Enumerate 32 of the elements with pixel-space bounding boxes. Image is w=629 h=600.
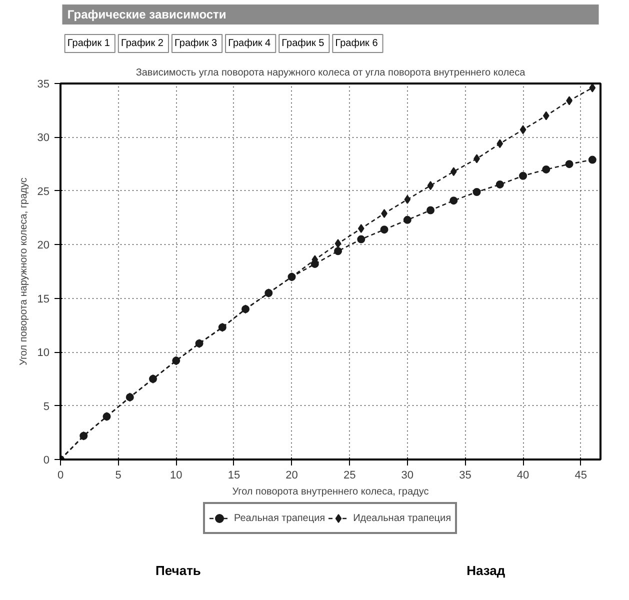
y-tick-label: 25 xyxy=(37,186,50,198)
x-tick-label: 0 xyxy=(57,470,64,482)
y-tick-label: 0 xyxy=(43,454,50,466)
x-tick-label: 40 xyxy=(516,470,530,482)
y-tick-label: 30 xyxy=(37,132,50,144)
x-tick-label: 25 xyxy=(343,470,356,482)
y-axis-title: Угол поворота наружного колеса, градус xyxy=(18,178,30,366)
text: График 2 xyxy=(120,38,164,49)
x-tick-label: 5 xyxy=(115,470,122,482)
y-tick-label: 35 xyxy=(37,78,50,90)
text: График 4 xyxy=(228,38,272,49)
y-tick-label: 5 xyxy=(43,400,50,413)
x-tick-label: 10 xyxy=(170,470,182,482)
x-tick-label: 30 xyxy=(401,470,414,482)
text: График 1 xyxy=(67,38,110,49)
x-tick-label: 20 xyxy=(286,470,298,482)
text: График 6 xyxy=(335,38,378,49)
y-tick-label: 20 xyxy=(37,240,50,252)
legend-label: Идеальная трапеция xyxy=(353,512,451,524)
text: Печать xyxy=(156,563,201,578)
y-tick-label: 10 xyxy=(37,347,50,360)
text: Назад xyxy=(466,563,506,578)
legend-label: Реальная трапеция xyxy=(234,512,326,524)
text: Графические зависимости xyxy=(67,8,226,22)
text: График 5 xyxy=(282,38,325,49)
x-axis-title: Угол поворота внутреннего колеса, градус xyxy=(232,486,429,498)
y-tick-label: 15 xyxy=(37,293,50,306)
x-tick-label: 15 xyxy=(228,470,240,482)
x-tick-label: 35 xyxy=(459,470,472,482)
x-tick-label: 45 xyxy=(574,470,587,482)
chart-title: Зависимость угла поворота наружного колеса от угла поворота внутреннего колеса xyxy=(136,68,526,78)
text: График 3 xyxy=(174,38,218,49)
